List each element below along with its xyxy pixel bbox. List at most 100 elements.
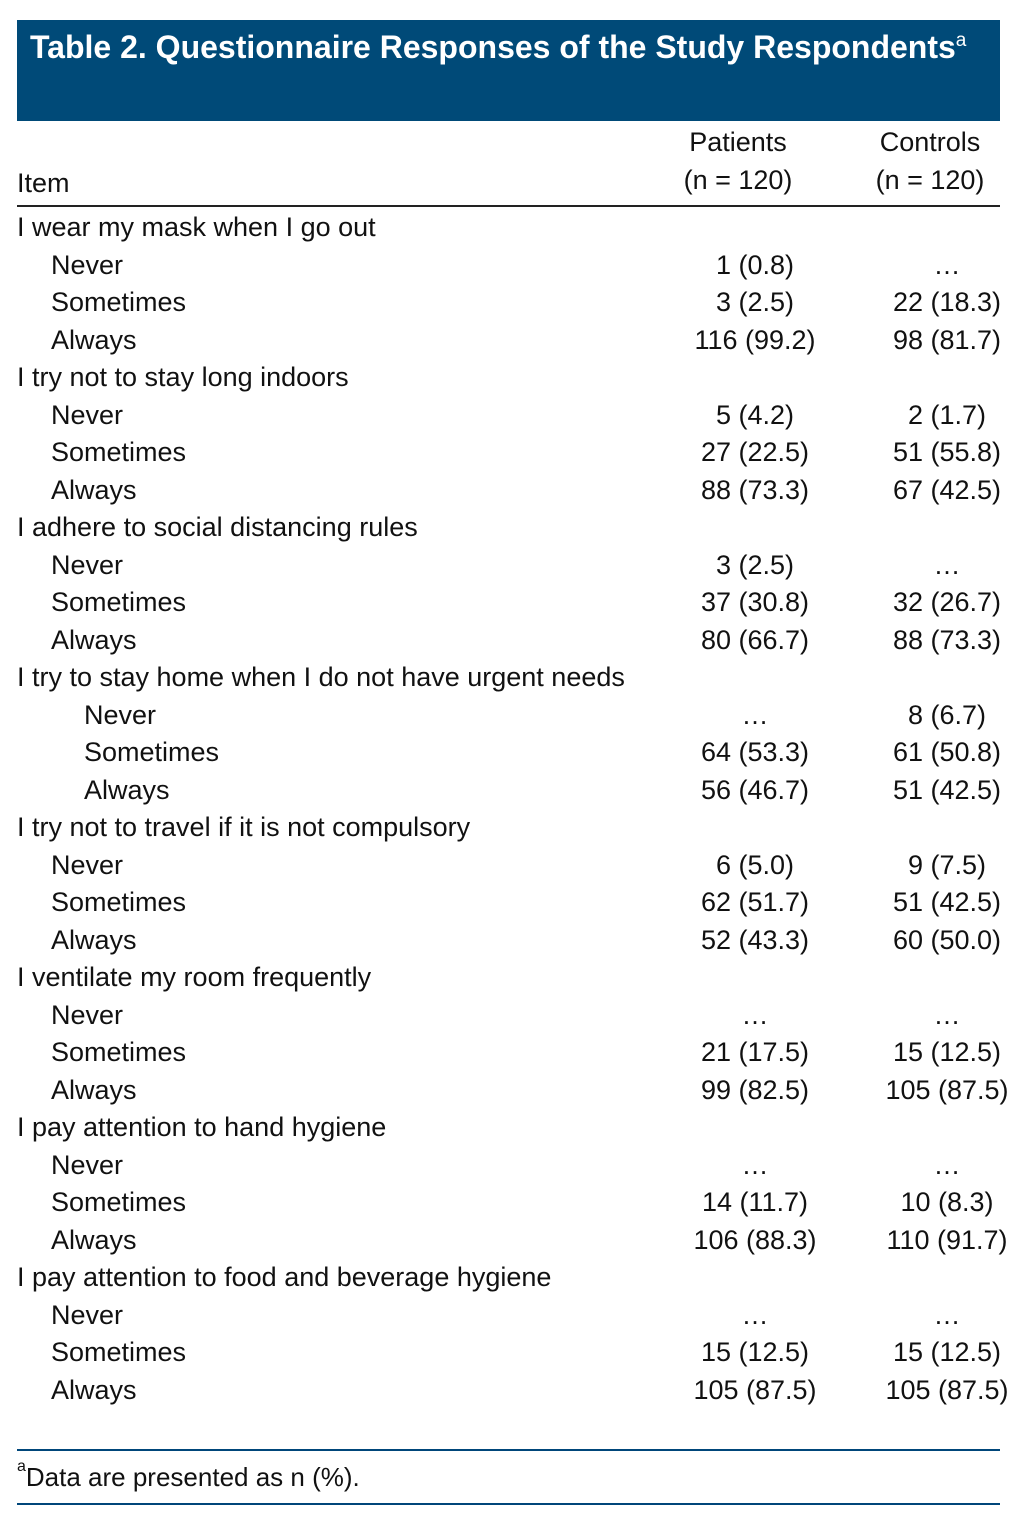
item-row: I pay attention to hand hygiene — [17, 1112, 387, 1142]
table-row: Always 106 (88.3) 110 (91.7) — [17, 1222, 1008, 1260]
option-label: Sometimes — [51, 1187, 187, 1217]
patients-value: 105 (87.5) — [693, 1374, 817, 1405]
option-label: Sometimes — [51, 1337, 187, 1367]
option-label: Sometimes — [51, 1037, 187, 1067]
header-controls: Controls (n = 120) — [830, 123, 1027, 199]
option-label: Always — [51, 1074, 137, 1105]
option-label: Sometimes — [84, 737, 220, 767]
option-label: Always — [51, 474, 137, 505]
table-row: Always 88 (73.3) 67 (42.5) — [17, 472, 1001, 510]
controls-value: 9 (7.5) — [907, 849, 987, 880]
controls-value: 60 (50.0) — [892, 924, 1002, 955]
patients-value: 88 (73.3) — [700, 474, 810, 505]
option-label: Never — [51, 849, 124, 880]
table-row: Never 1 (0.8)… — [17, 247, 1000, 285]
table-row: Always 116 (99.2) 98 (81.7) — [17, 322, 1001, 360]
controls-value: … — [933, 1299, 961, 1330]
item-row: I try not to travel if it is not compuls… — [17, 812, 471, 842]
option-label: Sometimes — [51, 287, 187, 317]
table-row: Always 99 (82.5) 105 (87.5) — [17, 1072, 1009, 1110]
option-label: Sometimes — [51, 587, 187, 617]
patients-value: 64 (53.3) — [700, 737, 810, 767]
table-row: Sometimes 14 (11.7) 10 (8.3) — [17, 1184, 1000, 1222]
table-row: Sometimes 15 (12.5) 15 (12.5) — [17, 1334, 1001, 1372]
table-row: Sometimes 21 (17.5) 15 (12.5) — [17, 1034, 1001, 1072]
patients-value: 6 (5.0) — [715, 849, 795, 880]
patients-value: 56 (46.7) — [700, 774, 810, 805]
patients-value: 116 (99.2) — [694, 324, 816, 355]
option-label: Always — [51, 1374, 137, 1405]
footnote-marker: a — [955, 30, 967, 51]
table-row: Always 80 (66.7) 88 (73.3) — [17, 622, 1001, 660]
patients-value: … — [741, 999, 769, 1030]
controls-value: 51 (55.8) — [892, 437, 1002, 467]
option-label: Always — [51, 324, 137, 355]
patients-value: 15 (12.5) — [700, 1337, 810, 1367]
patients-value: 21 (17.5) — [700, 1037, 810, 1067]
table-title-text: Table 2. Questionnaire Responses of the … — [30, 29, 956, 65]
item-row: I pay attention to food and beverage hyg… — [17, 1262, 552, 1292]
table-row: Sometimes 37 (30.8) 32 (26.7) — [17, 584, 1001, 622]
option-label: Never — [51, 1149, 124, 1180]
table-row: Sometimes 62 (51.7) 51 (42.5) — [17, 884, 1001, 922]
item-row: I try not to stay long indoors — [17, 362, 349, 392]
table-row: Never … 8 (6.7) — [17, 697, 1000, 735]
option-label: Never — [84, 699, 157, 730]
header-controls-n: (n = 120) — [875, 165, 985, 195]
table-row: Never 6 (5.0) 9 (7.5) — [17, 847, 1000, 885]
item-row: I ventilate my room frequently — [17, 962, 372, 992]
controls-value: 105 (87.5) — [885, 1374, 1009, 1405]
item-row: I try to stay home when I do not have ur… — [17, 662, 625, 692]
table-row: Always 105 (87.5) 105 (87.5) — [17, 1372, 1009, 1410]
controls-value: 10 (8.3) — [900, 1187, 994, 1217]
patients-value: 3 (2.5) — [715, 287, 795, 317]
patients-value: … — [741, 1149, 769, 1180]
header-item: Item — [17, 168, 70, 198]
table-row: Never…… — [17, 1297, 1000, 1335]
table-body: I wear my mask when I go out Never 1 (0.8)… — [17, 209, 1009, 1410]
option-label: Always — [51, 1224, 137, 1255]
patients-value: … — [741, 699, 769, 730]
patients-value: 80 (66.7) — [700, 624, 810, 655]
table-row: Never … … — [17, 997, 1000, 1035]
patients-value: 106 (88.3) — [693, 1224, 817, 1255]
controls-value: 67 (42.5) — [892, 474, 1002, 505]
controls-value: 22 (18.3) — [892, 287, 1002, 317]
table-row: Never 3 (2.5)… — [17, 547, 1000, 585]
patients-value: 27 (22.5) — [700, 437, 810, 467]
controls-value: … — [933, 1149, 961, 1180]
option-label: Always — [84, 774, 170, 805]
patients-value: … — [741, 1299, 769, 1330]
option-label: Sometimes — [51, 887, 187, 917]
patients-value: 14 (11.7) — [701, 1187, 809, 1217]
controls-value: 2 (1.7) — [907, 399, 987, 430]
option-label: Never — [51, 549, 124, 580]
header-controls-label: Controls — [879, 127, 981, 157]
patients-value: 3 (2.5) — [715, 549, 795, 580]
controls-value: 32 (26.7) — [892, 587, 1002, 617]
table-row: Never 5 (4.2) 2 (1.7) — [17, 397, 1000, 435]
table-row: Sometimes 64 (53.3) 61 (50.8) — [17, 734, 1001, 772]
table-header: Item Patients (n = 120) Controls (n = 120) — [17, 125, 1000, 207]
table-title: Table 2. Questionnaire Responses of the … — [17, 20, 1000, 121]
controls-value: 105 (87.5) — [885, 1074, 1009, 1105]
item-row: I wear my mask when I go out — [17, 212, 376, 242]
controls-value: 51 (42.5) — [892, 887, 1002, 917]
controls-value: 51 (42.5) — [892, 774, 1002, 805]
patients-value: 5 (4.2) — [715, 399, 795, 430]
controls-value: 15 (12.5) — [892, 1037, 1002, 1067]
patients-value: 99 (82.5) — [700, 1074, 810, 1105]
table-row: Always 52 (43.3) 60 (50.0) — [17, 922, 1001, 960]
controls-value: 61 (50.8) — [892, 737, 1002, 767]
table-row: Sometimes 27 (22.5) 51 (55.8) — [17, 434, 1001, 472]
option-label: Never — [51, 249, 124, 280]
table-row: Always 56 (46.7) 51 (42.5) — [17, 772, 1001, 810]
controls-value: 8 (6.7) — [907, 699, 987, 730]
item-row: I adhere to social distancing rules — [17, 512, 418, 542]
footnote-marker: a — [17, 1458, 26, 1475]
patients-value: 52 (43.3) — [700, 924, 810, 955]
header-patients-n: (n = 120) — [683, 165, 793, 195]
option-label: Never — [51, 999, 124, 1030]
controls-value: 98 (81.7) — [892, 324, 1002, 355]
controls-value: … — [933, 999, 961, 1030]
